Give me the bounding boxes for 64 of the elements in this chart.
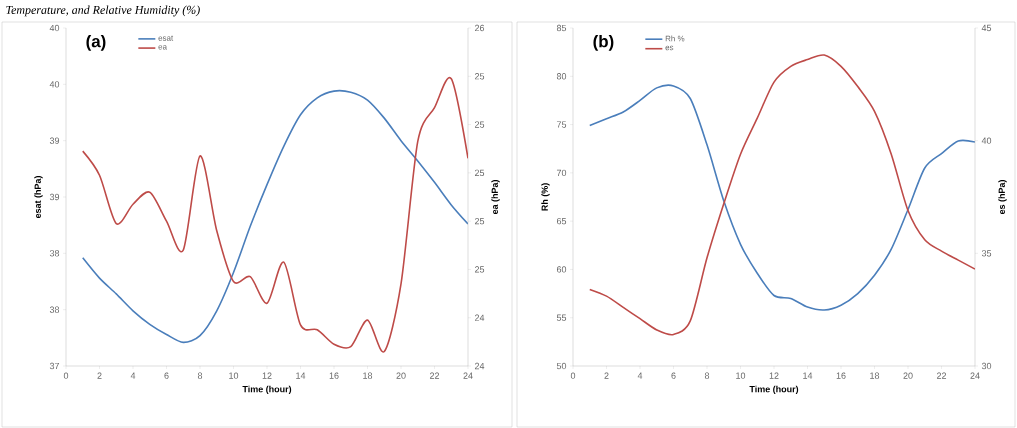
x-tick-label: 12 <box>262 372 272 379</box>
x-tick-label: 14 <box>803 372 813 379</box>
x-tick-label: 10 <box>736 372 746 379</box>
x-tick-label: 14 <box>296 372 306 379</box>
y-tick-label: 75 <box>556 121 567 128</box>
y-axis-title: esat (hPa) <box>34 176 43 219</box>
x-axis-title: Time (hour) <box>749 385 799 395</box>
annotation: (b) <box>593 34 614 51</box>
y2-tick-label: 25 <box>474 121 485 128</box>
x-tick-label: 12 <box>769 372 779 379</box>
x-tick-label: 22 <box>429 372 440 379</box>
y2-tick-label: 25 <box>474 169 485 177</box>
x-tick-label: 10 <box>229 372 239 379</box>
y-tick-label: 38 <box>49 306 60 313</box>
x-tick-label: 0 <box>570 372 576 379</box>
x-tick-label: 20 <box>903 372 913 379</box>
y-tick-label: 50 <box>556 362 567 370</box>
line-series <box>588 84 976 311</box>
annotation: (a) <box>86 34 106 51</box>
y-tick-label: 39 <box>49 137 60 144</box>
x-tick-label: 6 <box>671 372 676 379</box>
y2-tick-label: 45 <box>981 24 992 32</box>
x-tick-label: 24 <box>970 372 980 379</box>
y2-tick-label: 26 <box>474 24 485 32</box>
x-tick-label: 16 <box>329 372 339 379</box>
x-tick-label: 0 <box>63 372 69 379</box>
x-tick-label: 4 <box>130 372 136 379</box>
text: Temperature, and Relative Humidity (%) <box>6 5 200 17</box>
y-axis-title: Rh (%) <box>541 183 550 211</box>
x-tick-label: 20 <box>396 372 406 379</box>
x-tick-label: 24 <box>463 372 473 379</box>
y2-tick-label: 25 <box>474 217 485 225</box>
x-tick-label: 16 <box>836 372 846 379</box>
y-tick-label: 40 <box>49 81 60 88</box>
y-tick-label: 39 <box>49 193 60 201</box>
y2-tick-label: 30 <box>981 362 992 370</box>
x-tick-label: 4 <box>637 372 643 379</box>
y2-tick-label: 25 <box>474 266 485 273</box>
x-tick-label: 18 <box>870 372 880 379</box>
y-tick-label: 80 <box>556 73 567 80</box>
y-tick-label: 40 <box>49 24 60 32</box>
x-tick-label: 22 <box>936 372 947 379</box>
y2-tick-label: 35 <box>981 250 992 257</box>
y-tick-label: 60 <box>556 266 567 273</box>
y-tick-label: 55 <box>556 314 567 321</box>
line-series <box>588 54 976 336</box>
y2-tick-label: 25 <box>474 73 485 80</box>
y2-axis-title: ea (hPa) <box>491 180 500 215</box>
x-tick-label: 2 <box>604 372 609 379</box>
x-axis-title: Time (hour) <box>242 385 292 395</box>
y2-axis-title: es (hPa) <box>998 180 1007 215</box>
x-tick-label: 6 <box>164 372 169 379</box>
y-tick-label: 37 <box>49 362 60 370</box>
x-tick-label: 2 <box>97 372 102 379</box>
y-tick-label: 65 <box>556 217 567 225</box>
y-tick-label: 38 <box>49 250 60 257</box>
y-tick-label: 85 <box>556 24 567 32</box>
y2-tick-label: 40 <box>981 137 992 144</box>
y2-tick-label: 24 <box>474 362 485 370</box>
y-tick-label: 70 <box>556 169 567 177</box>
x-tick-label: 8 <box>704 372 710 379</box>
y2-tick-label: 24 <box>474 314 485 321</box>
x-tick-label: 18 <box>363 372 373 379</box>
x-tick-label: 8 <box>197 372 203 379</box>
